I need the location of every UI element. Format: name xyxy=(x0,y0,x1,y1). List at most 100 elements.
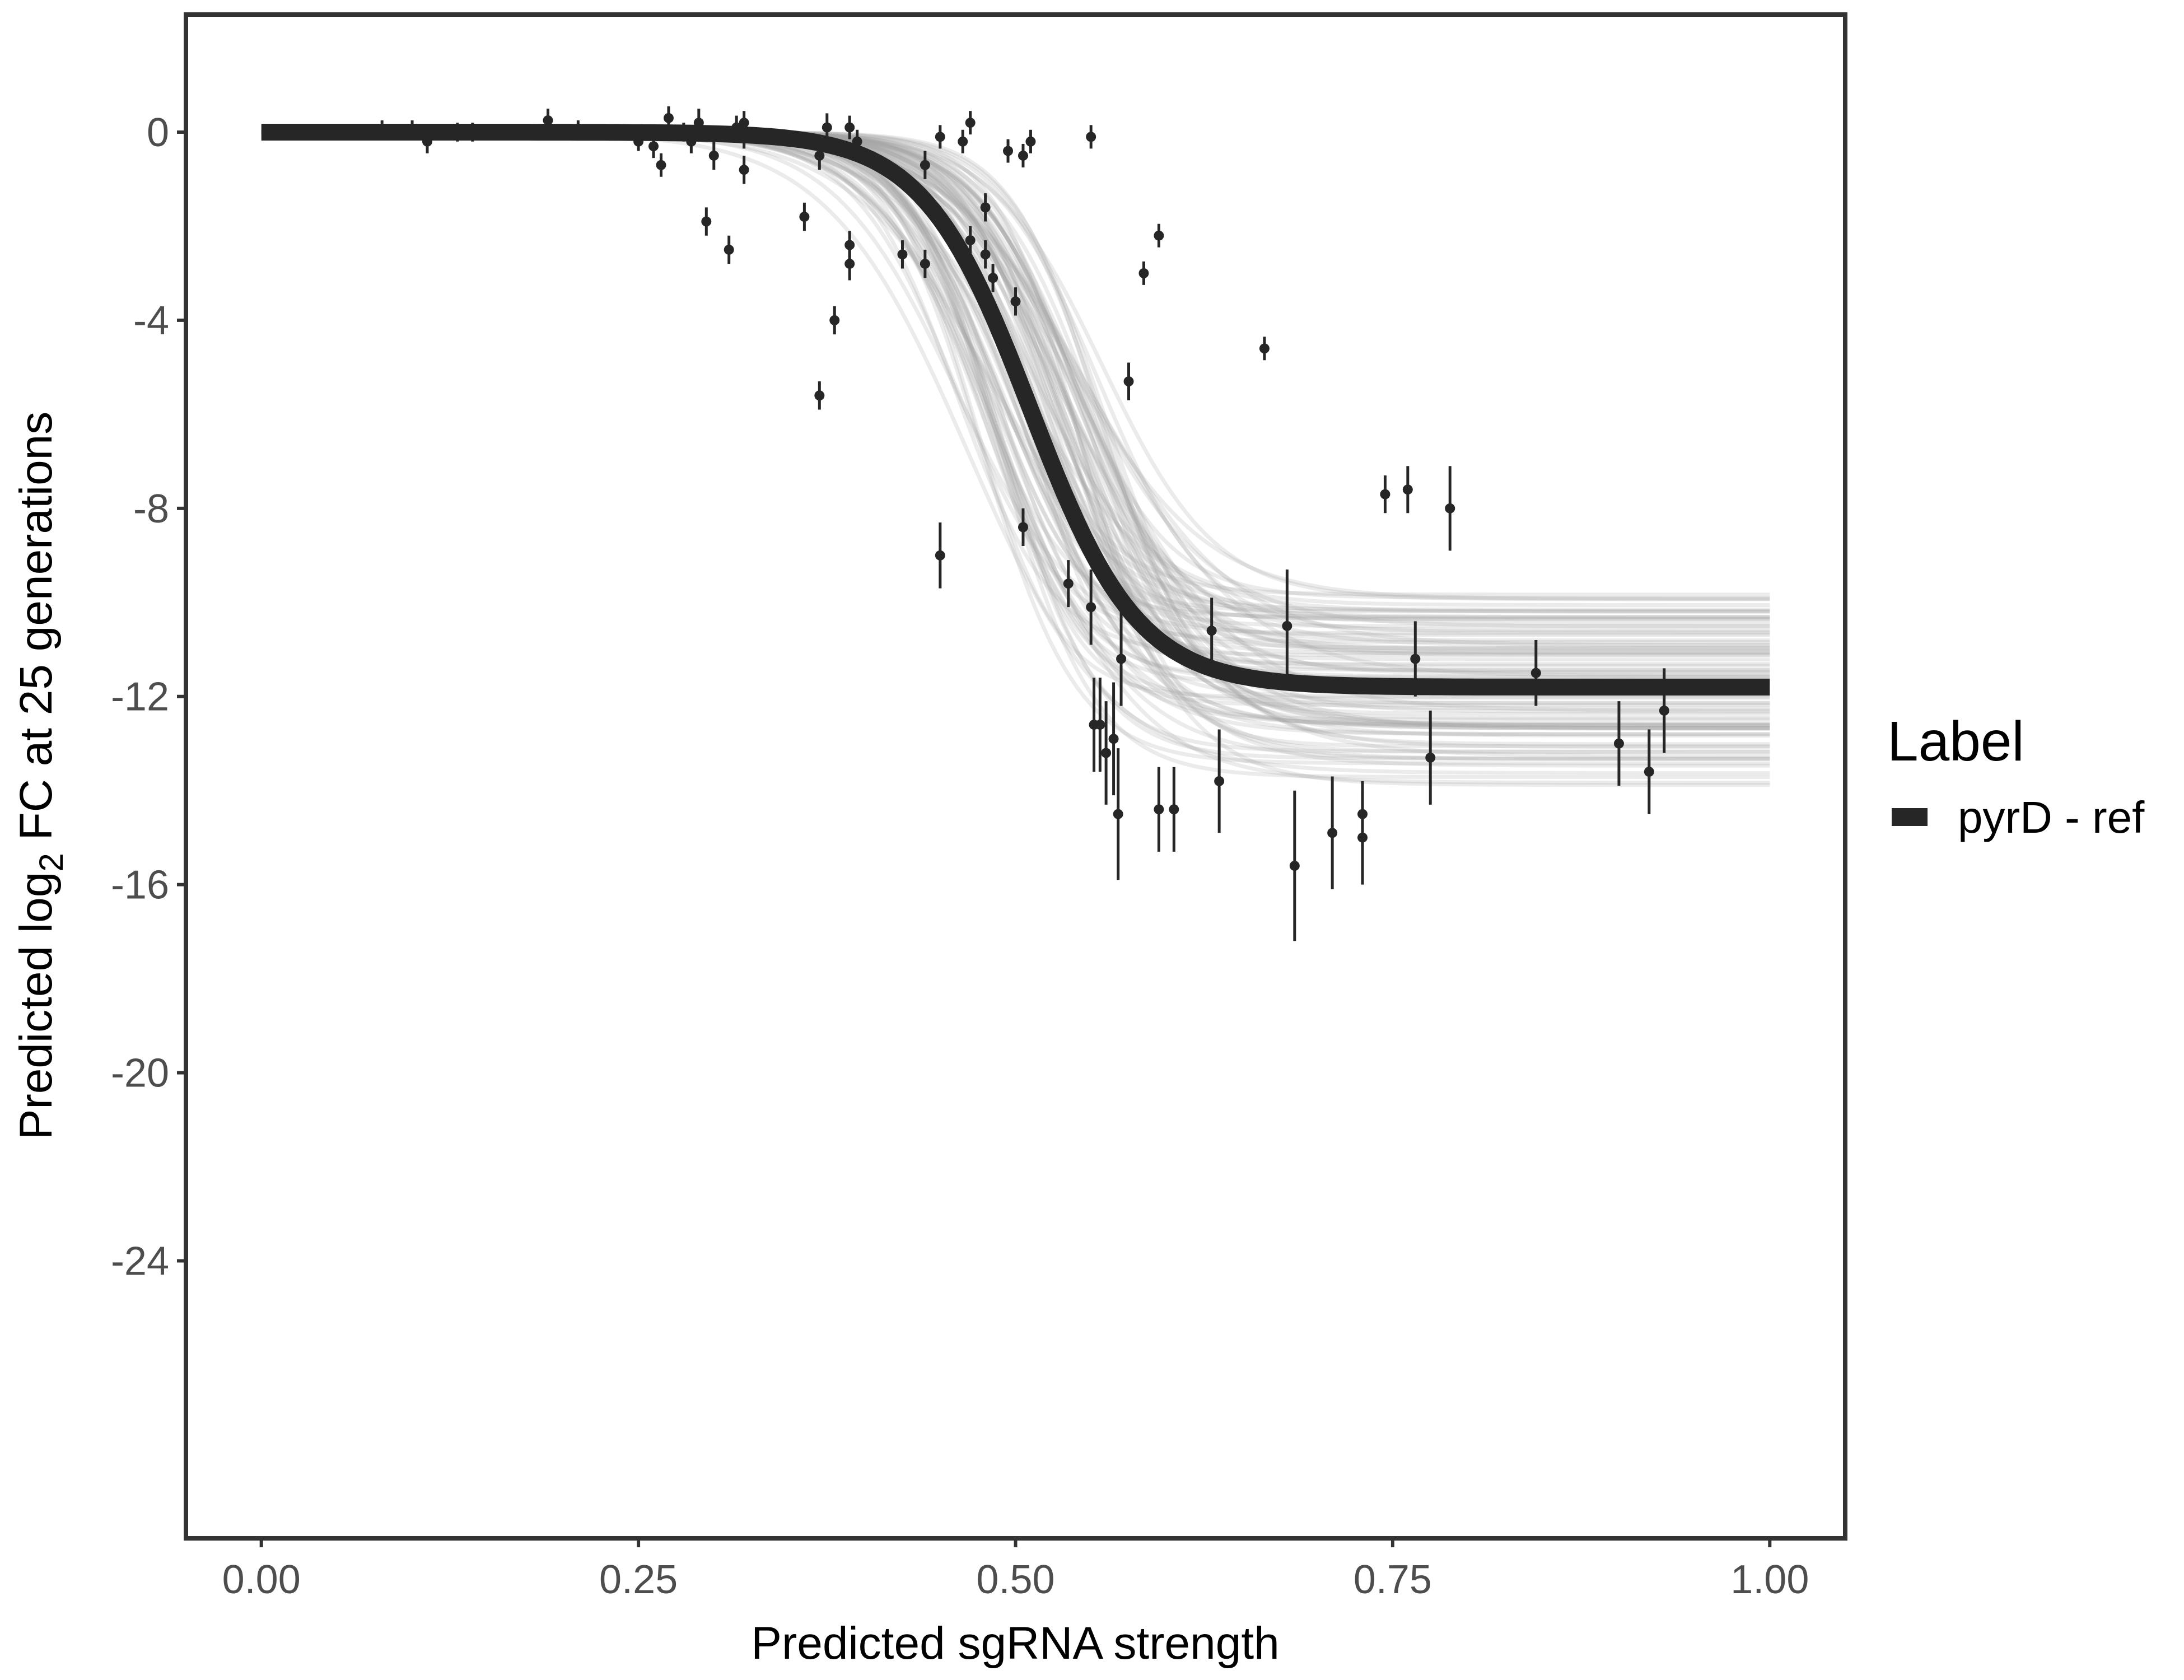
point-marker xyxy=(377,124,388,135)
data-point xyxy=(1425,710,1436,805)
point-marker xyxy=(1138,268,1149,278)
point-marker xyxy=(693,118,704,128)
point-marker xyxy=(1613,738,1624,749)
point-marker xyxy=(1644,767,1654,777)
data-point xyxy=(1003,139,1014,163)
point-marker xyxy=(1154,804,1164,815)
x-tick-label: 0.25 xyxy=(599,1557,678,1602)
point-marker xyxy=(965,118,976,128)
data-point xyxy=(377,120,388,139)
data-point xyxy=(799,202,810,231)
x-tick-label: 0.75 xyxy=(1354,1557,1432,1602)
point-marker xyxy=(1380,489,1390,500)
data-point xyxy=(1402,466,1413,514)
data-point xyxy=(1086,125,1096,149)
data-point xyxy=(731,115,742,139)
point-marker xyxy=(814,390,825,401)
point-marker xyxy=(814,150,825,161)
point-marker xyxy=(264,127,274,137)
data-point xyxy=(1613,701,1624,786)
point-marker xyxy=(1327,828,1338,838)
data-point xyxy=(1095,678,1105,772)
data-point xyxy=(264,125,274,139)
data-point xyxy=(1101,701,1112,805)
data-point xyxy=(1380,475,1390,514)
point-marker xyxy=(422,136,432,147)
point-marker xyxy=(648,141,659,152)
point-marker xyxy=(543,115,553,125)
data-point xyxy=(724,235,734,264)
y-axis-title-main: Predicted log xyxy=(11,872,62,1140)
point-marker xyxy=(1063,578,1074,589)
data-point xyxy=(965,226,976,255)
data-point xyxy=(852,129,862,153)
point-marker xyxy=(1259,343,1270,354)
point-marker xyxy=(935,132,945,142)
point-marker xyxy=(663,113,674,123)
data-point xyxy=(1445,466,1455,551)
point-marker xyxy=(844,259,855,269)
data-point xyxy=(935,522,945,589)
point-marker xyxy=(822,122,832,133)
x-tick-label: 0.00 xyxy=(222,1557,301,1602)
y-tick-label: -12 xyxy=(111,675,169,720)
data-point xyxy=(701,207,712,236)
data-point xyxy=(543,108,553,132)
point-marker xyxy=(852,136,862,147)
point-marker xyxy=(1086,602,1096,613)
data-point xyxy=(648,134,659,158)
data-point xyxy=(347,125,357,139)
point-marker xyxy=(897,249,908,260)
data-point xyxy=(822,113,832,142)
y-axis-title: Predicted log2 FC at 25 generations xyxy=(11,412,70,1140)
data-point xyxy=(422,129,432,153)
data-point xyxy=(844,247,855,281)
point-marker xyxy=(701,216,712,227)
data-point xyxy=(958,129,968,153)
point-marker xyxy=(1214,776,1225,786)
data-point xyxy=(1214,729,1225,833)
legend-label-pyrd-ref: pyrD - ref xyxy=(1958,792,2145,842)
point-marker xyxy=(279,127,290,137)
point-marker xyxy=(467,127,478,137)
point-marker xyxy=(1018,522,1028,533)
data-point xyxy=(988,264,998,292)
data-point xyxy=(1025,129,1036,153)
data-point xyxy=(1010,287,1021,316)
fit-curve-pyrd-ref xyxy=(261,124,1770,696)
point-marker xyxy=(935,550,945,561)
data-point xyxy=(656,153,666,177)
point-marker xyxy=(407,124,418,135)
data-point xyxy=(1644,729,1654,814)
data-point xyxy=(1357,781,1368,847)
data-point xyxy=(467,123,478,142)
data-point xyxy=(1123,362,1134,400)
point-marker xyxy=(1169,804,1179,815)
point-marker xyxy=(920,160,930,170)
data-point xyxy=(663,106,674,130)
point-marker xyxy=(1108,734,1119,744)
data-point xyxy=(1206,598,1217,664)
data-point xyxy=(739,111,749,135)
point-marker xyxy=(920,259,930,269)
data-point xyxy=(1063,560,1074,608)
point-marker xyxy=(1101,748,1112,758)
fit-curve-layer xyxy=(261,124,1770,696)
point-marker xyxy=(731,122,742,133)
data-point xyxy=(1018,143,1028,167)
data-point xyxy=(935,125,945,149)
data-point xyxy=(1410,621,1421,697)
data-point xyxy=(678,123,689,142)
point-marker xyxy=(1113,809,1123,819)
y-tick-label: -20 xyxy=(111,1051,169,1096)
point-marker xyxy=(739,118,749,128)
point-marker xyxy=(686,136,697,147)
data-point xyxy=(920,249,930,278)
point-marker xyxy=(724,244,734,255)
data-point xyxy=(1289,790,1300,941)
point-marker xyxy=(452,127,463,137)
data-point xyxy=(920,151,930,179)
legend-key-pyrd-ref xyxy=(1892,808,1928,826)
data-point xyxy=(1530,640,1541,706)
data-point xyxy=(1116,612,1127,706)
